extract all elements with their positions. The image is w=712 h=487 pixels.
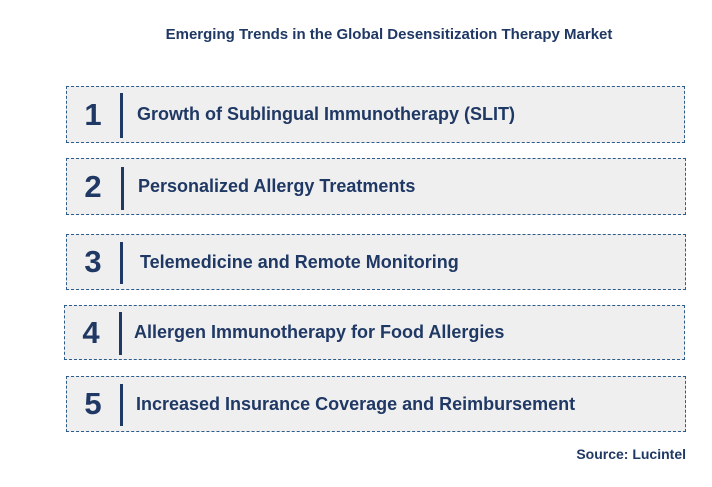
trend-label: Increased Insurance Coverage and Reimbur… xyxy=(136,393,576,414)
source-credit: Source: Lucintel xyxy=(576,446,686,462)
trend-number: 4 xyxy=(82,314,100,350)
trend-number: 5 xyxy=(84,386,102,421)
trend-box-3: 3 Telemedicine and Remote Monitoring xyxy=(66,234,686,290)
divider-bar xyxy=(121,167,124,210)
trend-label: Growth of Sublingual Immunotherapy (SLIT… xyxy=(137,104,515,124)
trend-number: 1 xyxy=(84,96,102,132)
trend-label: Allergen Immunotherapy for Food Allergie… xyxy=(134,322,505,342)
divider-bar xyxy=(120,384,123,426)
divider-bar xyxy=(119,312,122,355)
diagram-title: Emerging Trends in the Global Desensitiz… xyxy=(165,26,613,43)
trend-box-1: 1 Growth of Sublingual Immunotherapy (SL… xyxy=(66,86,685,143)
divider-bar xyxy=(120,242,123,284)
trend-number: 3 xyxy=(84,244,102,279)
trend-number: 2 xyxy=(84,168,102,204)
trend-box-4: 4 Allergen Immunotherapy for Food Allerg… xyxy=(64,305,685,360)
trend-label: Telemedicine and Remote Monitoring xyxy=(140,251,459,272)
divider-bar xyxy=(120,93,123,138)
trend-box-5: 5 Increased Insurance Coverage and Reimb… xyxy=(66,376,686,432)
trend-label: Personalized Allergy Treatments xyxy=(138,176,416,196)
trend-box-2: 2 Personalized Allergy Treatments xyxy=(66,158,686,215)
